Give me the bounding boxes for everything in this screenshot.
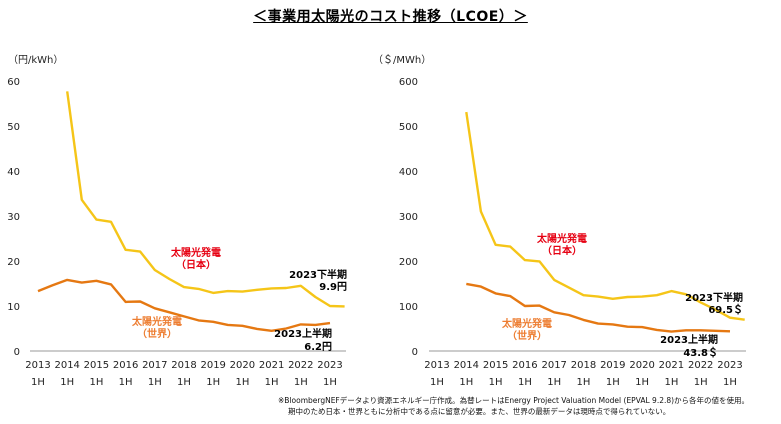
- end-label-world: 43.8＄: [683, 346, 718, 359]
- x-tick-year: 2021: [659, 360, 684, 371]
- series-line-japan: [66, 91, 345, 308]
- end-label-world: 2023上半期: [660, 333, 718, 346]
- footnote: ※BloombergNEFデータより資源エネルギー庁作成。為替レートはEnerg…: [278, 395, 778, 417]
- x-tick-year: 2018: [571, 360, 596, 371]
- y-tick-label: 0: [412, 347, 418, 358]
- x-tick-half: 1H: [430, 377, 444, 388]
- y-tick-label: 30: [7, 212, 20, 223]
- y-tick-label: 400: [399, 167, 418, 178]
- chart-japan-yen: （円/kWh） 0 10 20 30 40 50 60 2013 1H 2014 1H 2015 1H 20…: [7, 54, 347, 388]
- x-tick-half: 1H: [89, 377, 103, 388]
- x-tick-year: 2022: [688, 360, 713, 371]
- series-label-world: 太陽光発電: [501, 317, 552, 330]
- x-tick-half: 1H: [60, 377, 74, 388]
- x-tick-year: 2015: [483, 360, 508, 371]
- x-tick-year: 2014: [454, 360, 479, 371]
- x-tick-year: 2015: [84, 360, 109, 371]
- y-tick-label: 60: [7, 77, 20, 88]
- x-tick-year: 2016: [512, 360, 537, 371]
- x-tick-half: 1H: [606, 377, 620, 388]
- y-unit-label: （円/kWh）: [8, 54, 63, 66]
- chart-title: ＜事業用太陽光のコスト推移（LCOE）＞: [253, 9, 528, 25]
- x-tick-year: 2017: [541, 360, 566, 371]
- x-tick-half: 1H: [148, 377, 162, 388]
- series-label-world: （世界）: [137, 327, 177, 340]
- x-tick-half: 1H: [323, 377, 337, 388]
- y-tick-label: 0: [14, 347, 20, 358]
- end-label-world: 2023上半期: [274, 327, 332, 340]
- x-tick-half: 1H: [723, 377, 737, 388]
- x-tick-half: 1H: [489, 377, 503, 388]
- x-tick-half: 1H: [206, 377, 220, 388]
- end-label-japan: 69.5＄: [708, 303, 743, 316]
- y-tick-label: 20: [7, 257, 20, 268]
- y-tick-label: 40: [7, 167, 20, 178]
- x-tick-half: 1H: [694, 377, 708, 388]
- x-tick-half: 1H: [177, 377, 191, 388]
- x-tick-half: 1H: [235, 377, 249, 388]
- x-tick-year: 2018: [171, 360, 196, 371]
- x-tick-year: 2019: [600, 360, 625, 371]
- x-tick-year: 2023: [717, 360, 742, 371]
- end-label-japan: 2023下半期: [289, 268, 347, 281]
- chart-world-usd: （＄/MWh） 0 100 200 300 400 500 600 2013 1H 2014 1H 20…: [373, 54, 746, 388]
- series-label-japan: （日本）: [542, 244, 582, 257]
- x-tick-half: 1H: [265, 377, 279, 388]
- x-tick-year: 2020: [629, 360, 654, 371]
- end-label-world: 6.2円: [304, 341, 332, 353]
- series-label-japan: （日本）: [176, 258, 216, 271]
- x-tick-half: 1H: [577, 377, 591, 388]
- x-tick-half: 1H: [31, 377, 45, 388]
- series-line-world: [466, 282, 731, 333]
- y-tick-label: 50: [7, 122, 20, 133]
- x-tick-half: 1H: [664, 377, 678, 388]
- end-label-japan: 9.9円: [319, 281, 347, 293]
- x-tick-half: 1H: [518, 377, 532, 388]
- x-tick-year: 2021: [259, 360, 284, 371]
- series-label-japan: 太陽光発電: [170, 246, 221, 259]
- y-tick-label: 500: [399, 122, 418, 133]
- x-tick-half: 1H: [119, 377, 133, 388]
- footnote-line-2: 期中のため日本・世界ともに分析中である点に留意が必要。また、世界の最新データは現…: [288, 407, 671, 416]
- x-tick-year: 2022: [288, 360, 313, 371]
- x-tick-year: 2019: [200, 360, 225, 371]
- series-label-world: 太陽光発電: [131, 315, 182, 328]
- x-tick-year: 2023: [317, 360, 342, 371]
- x-tick-year: 2013: [424, 360, 449, 371]
- x-tick-year: 2016: [113, 360, 138, 371]
- x-tick-year: 2017: [142, 360, 167, 371]
- y-unit-label: （＄/MWh）: [373, 54, 431, 66]
- series-label-japan: 太陽光発電: [536, 232, 587, 245]
- end-label-japan: 2023下半期: [685, 291, 743, 304]
- x-tick-half: 1H: [459, 377, 473, 388]
- x-tick-year: 2014: [54, 360, 79, 371]
- x-tick-year: 2013: [25, 360, 50, 371]
- y-tick-label: 10: [7, 302, 20, 313]
- x-tick-year: 2020: [230, 360, 255, 371]
- y-tick-label: 200: [399, 257, 418, 268]
- y-tick-label: 600: [399, 77, 418, 88]
- series-label-world: （世界）: [507, 329, 547, 342]
- x-tick-half: 1H: [547, 377, 561, 388]
- x-tick-half: 1H: [635, 377, 649, 388]
- footnote-line-1: ※BloombergNEFデータより資源エネルギー庁作成。為替レートはEnerg…: [278, 396, 750, 405]
- series-line-japan: [465, 111, 745, 321]
- y-tick-label: 300: [399, 212, 418, 223]
- y-tick-label: 100: [399, 302, 418, 313]
- x-tick-half: 1H: [294, 377, 308, 388]
- series-line-world: [37, 278, 331, 332]
